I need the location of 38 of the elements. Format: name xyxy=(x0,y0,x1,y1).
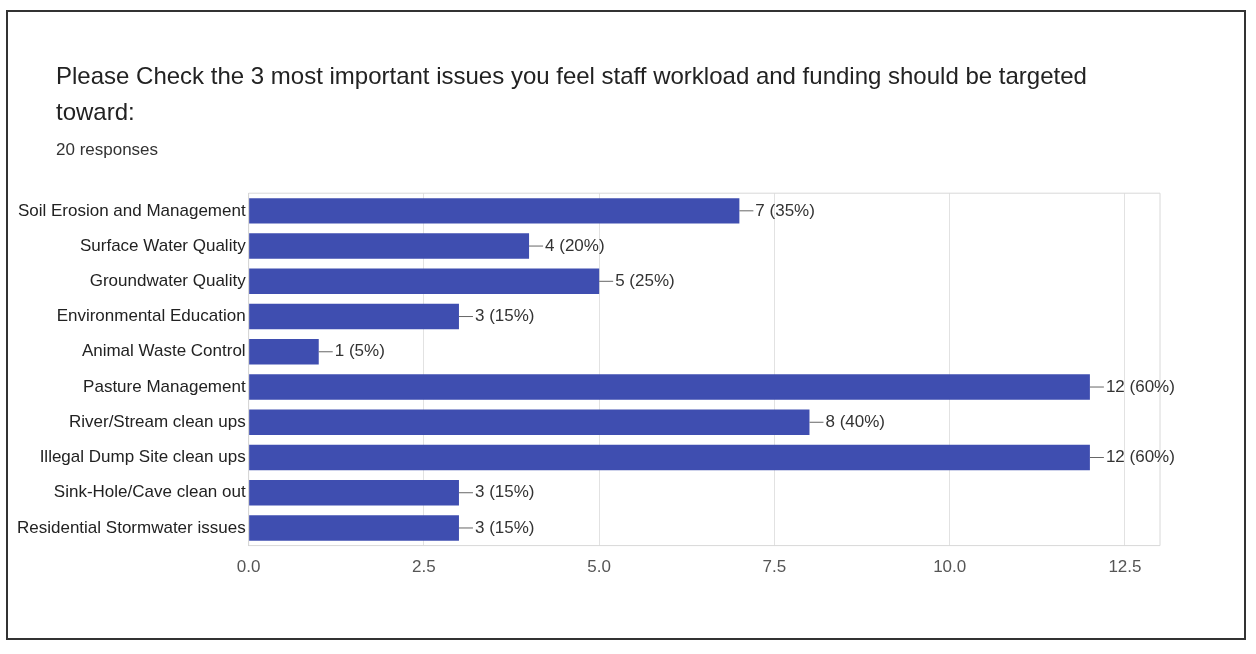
y-tick-label: Surface Water Quality xyxy=(79,235,247,255)
data-label: 3 (15%) xyxy=(474,517,535,537)
bar xyxy=(249,339,319,365)
data-label: 4 (20%) xyxy=(545,235,605,255)
data-label: 8 (40%) xyxy=(825,411,886,431)
bar xyxy=(249,198,740,224)
bar xyxy=(249,303,459,330)
x-tick-label: 5.0 xyxy=(587,557,611,577)
bar xyxy=(249,374,1090,400)
bar xyxy=(249,444,1090,471)
data-label: 3 (15%) xyxy=(474,482,535,502)
data-label: 7 (35%) xyxy=(755,200,815,220)
y-tick-label: Soil Erosion and Management xyxy=(17,200,246,220)
y-tick-label: Environmental Education xyxy=(56,306,246,326)
data-label: 3 (15%) xyxy=(474,306,535,326)
data-label: 12 (60%) xyxy=(1105,376,1175,396)
x-tick-label: 7.5 xyxy=(762,557,787,577)
y-tick-label: Pasture Management xyxy=(83,376,246,396)
y-tick-label: Groundwater Quality xyxy=(89,270,247,290)
y-tick-label: Animal Waste Control xyxy=(81,341,246,361)
data-label: 12 (60%) xyxy=(1105,447,1175,467)
text: 20 responses xyxy=(56,140,159,160)
data-label: 1 (5%) xyxy=(334,341,385,361)
y-tick-label: River/Stream clean ups xyxy=(68,411,246,431)
y-tick-label: Illegal Dump Site clean ups xyxy=(39,447,246,467)
bar xyxy=(249,515,459,541)
y-tick-label: Sink-Hole/Cave clean out xyxy=(53,482,246,502)
x-tick-label: 2.5 xyxy=(412,557,436,577)
bar xyxy=(249,480,459,506)
bar xyxy=(249,409,810,435)
x-tick-label: 12.5 xyxy=(1108,557,1142,577)
y-tick-label: Residential Stormwater issues xyxy=(16,517,246,537)
bar xyxy=(249,233,530,259)
bar xyxy=(249,268,600,294)
x-tick-label: 0.0 xyxy=(236,557,261,577)
chart-title: Please Check the 3 most important issues you feel staff workload and funding should be targeted toward: xyxy=(56,61,1088,127)
data-label: 5 (25%) xyxy=(615,270,675,290)
x-tick-label: 10.0 xyxy=(933,557,967,577)
